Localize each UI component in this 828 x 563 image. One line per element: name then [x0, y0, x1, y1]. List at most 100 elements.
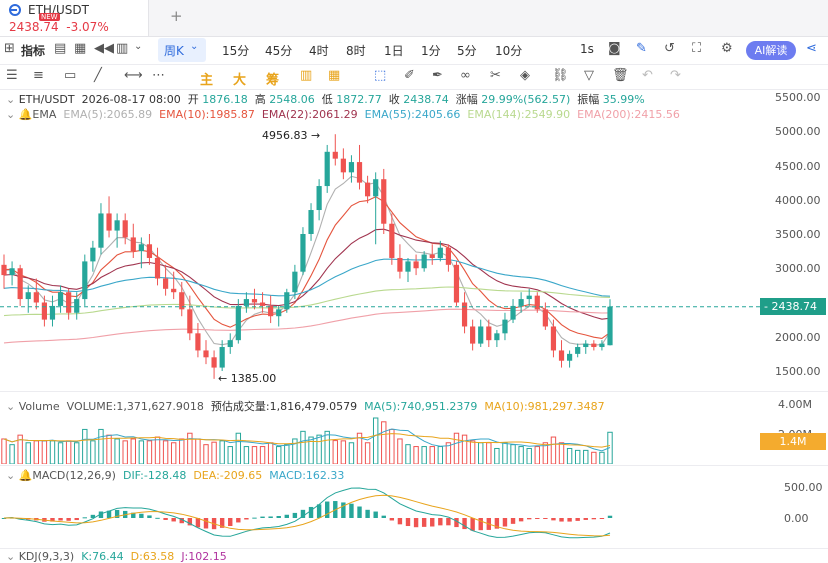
rewind-icon[interactable]: ◀◀: [94, 41, 114, 56]
link-icon[interactable]: ⛓: [552, 68, 569, 83]
bell-icon[interactable]: 🔔: [18, 469, 33, 482]
macd-bar: [195, 518, 201, 528]
candle: [211, 357, 217, 368]
macd-bar: [228, 518, 233, 527]
pen-icon[interactable]: ✎: [636, 41, 647, 56]
macd-axis-top: 500.00: [784, 481, 823, 494]
magnet-icon[interactable]: ∞: [460, 68, 471, 83]
calendar-icon[interactable]: ▤: [54, 41, 67, 56]
price-axis-3500: 3500.00: [775, 228, 821, 241]
filter-icon[interactable]: ▽: [584, 68, 594, 83]
layout-icon[interactable]: ▦: [74, 41, 87, 56]
volume-bar: [389, 428, 395, 464]
candle: [373, 179, 379, 197]
volume-bar: [211, 441, 217, 464]
menu-icon[interactable]: ☰: [6, 68, 18, 83]
collapse-icon[interactable]: ⌄: [6, 108, 16, 121]
candle: [219, 347, 225, 368]
candle: [41, 302, 47, 320]
fullscreen-icon[interactable]: ⛶: [692, 41, 702, 56]
chevron-down-icon[interactable]: ⌄: [134, 41, 143, 52]
chip-chart-icon[interactable]: ▥: [300, 68, 313, 83]
macd-bar: [478, 518, 483, 531]
macd-bar: [155, 517, 160, 519]
interval-1d[interactable]: 1日: [384, 44, 404, 58]
horizontal-line-icon[interactable]: ⟷: [124, 68, 143, 83]
add-tab-button[interactable]: +: [170, 7, 183, 25]
interval-45m[interactable]: 45分: [265, 44, 293, 58]
macd-bar: [510, 518, 516, 524]
candle: [138, 244, 144, 252]
new-badge: NEW: [39, 13, 60, 21]
collapse-icon[interactable]: ⌄: [6, 400, 16, 413]
macd-bar: [316, 504, 322, 518]
candle: [502, 319, 508, 334]
redo-icon[interactable]: ↷: [670, 68, 681, 83]
more-icon[interactable]: ⋯: [152, 68, 165, 83]
interval-1s[interactable]: 1s: [580, 42, 594, 56]
volume-ma-line: [3, 433, 611, 448]
volume-bar: [65, 440, 72, 464]
ema-line: [3, 286, 611, 317]
candle: [235, 305, 241, 341]
pane-separator: [0, 465, 828, 466]
chip-tool[interactable]: 筹: [266, 73, 280, 88]
period-label[interactable]: 周K: [164, 44, 184, 58]
indicator-icon[interactable]: ⊞: [4, 41, 15, 56]
macd-bar: [66, 518, 71, 521]
pane-separator: [0, 391, 828, 392]
main-force-tool[interactable]: 主: [200, 73, 214, 88]
collapse-icon[interactable]: ⌄: [6, 469, 16, 482]
symbol-tab[interactable]: ETH/USDT NEW 2438.74 -3.07%: [0, 0, 149, 36]
drawing-toolbar: [0, 65, 828, 90]
high-annotation: 4956.83 →: [262, 129, 321, 142]
trendline-icon[interactable]: ╱: [94, 68, 102, 83]
interval-5m[interactable]: 5分: [457, 44, 477, 58]
trash-icon[interactable]: 🗑: [612, 68, 629, 83]
volume-legend: ⌄ Volume VOLUME:1,371,627.9018 预估成交量:1,8…: [6, 400, 605, 413]
list-icon[interactable]: ≡: [33, 68, 44, 83]
volume-bar: [25, 442, 31, 464]
interval-15m[interactable]: 15分: [222, 44, 250, 58]
bell-icon[interactable]: 🔔: [18, 108, 33, 121]
low-annotation: ← 1385.00: [218, 372, 277, 385]
indicators-button[interactable]: 指标: [21, 44, 46, 58]
interval-8h[interactable]: 8时: [346, 44, 366, 58]
cursor-icon[interactable]: ⬚: [374, 68, 387, 83]
candle: [163, 278, 169, 289]
interval-1m[interactable]: 1分: [421, 44, 441, 58]
candlestick-chart[interactable]: [0, 120, 760, 390]
big-order-tool[interactable]: 大: [233, 73, 247, 88]
volume-bar: [413, 446, 419, 464]
replay-icon[interactable]: ↺: [664, 41, 675, 56]
chart-type-icon[interactable]: ▥: [116, 41, 129, 56]
macd-bar: [421, 518, 427, 527]
lock-icon[interactable]: ◈: [520, 68, 530, 83]
period-chevron-icon: ⌄: [190, 41, 199, 52]
volume-chart[interactable]: [0, 414, 760, 464]
macd-line: [3, 487, 611, 539]
ruler-icon[interactable]: ✐: [404, 68, 415, 83]
collapse-icon[interactable]: ⌄: [6, 93, 16, 106]
interval-10m[interactable]: 10分: [495, 44, 523, 58]
share-icon[interactable]: ⋖: [806, 41, 817, 56]
interval-4h[interactable]: 4时: [309, 44, 329, 58]
volume-bar: [453, 432, 460, 464]
volume-bar: [195, 438, 201, 464]
rectangle-icon[interactable]: ▭: [64, 68, 77, 83]
settings-icon[interactable]: ⚙: [721, 41, 733, 56]
macd-bar: [559, 518, 564, 522]
undo-icon[interactable]: ↶: [642, 68, 653, 83]
macd-axis-zero: 0.00: [784, 512, 809, 525]
chip-stats-icon[interactable]: ▦: [328, 68, 341, 83]
macd-bar: [74, 518, 79, 521]
candle: [453, 264, 460, 303]
macd-bar: [349, 503, 354, 518]
volume-bar: [510, 444, 516, 464]
camera-icon[interactable]: ◙: [608, 41, 621, 56]
macd-chart[interactable]: [0, 482, 760, 546]
ai-interpret-button[interactable]: AI解读: [746, 41, 796, 60]
eraser-icon[interactable]: ✂: [490, 68, 501, 83]
brush-icon[interactable]: ✒: [432, 68, 443, 83]
period-selector[interactable]: [158, 38, 206, 62]
